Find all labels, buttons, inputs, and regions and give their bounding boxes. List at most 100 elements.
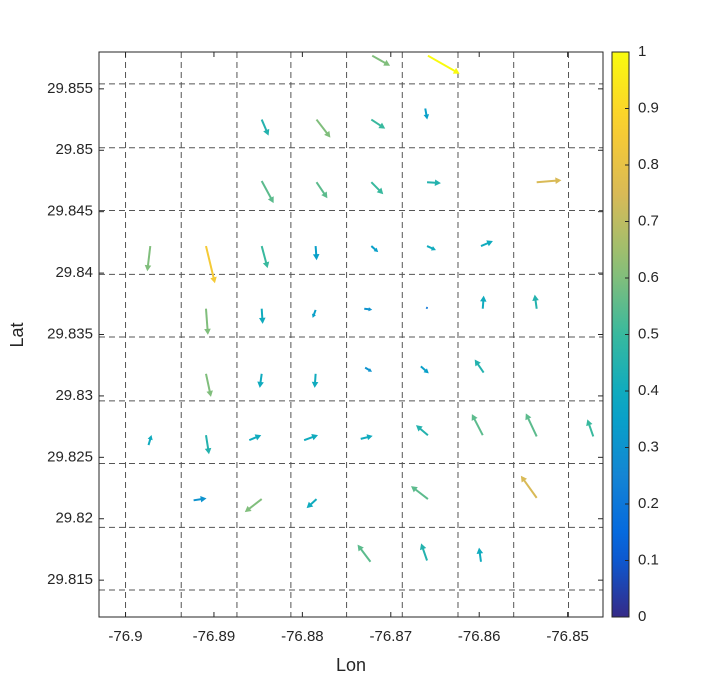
arrow [423, 108, 430, 120]
arrow-head [532, 294, 539, 301]
arrow-shaft [427, 54, 458, 73]
arrow [480, 240, 493, 247]
arrow [260, 180, 274, 204]
arrow-head [555, 177, 562, 184]
arrow-head [312, 253, 320, 261]
arrow-shaft [146, 245, 152, 268]
y-tick-label: 29.83 [55, 387, 93, 404]
arrow [315, 118, 331, 138]
arrow-head [415, 425, 423, 432]
colorbar-tick-label: 1 [638, 43, 646, 60]
x-tick-label: -76.85 [546, 628, 589, 645]
arrow [311, 373, 319, 388]
arrow-head [471, 414, 478, 421]
arrow [525, 413, 538, 437]
arrow-head [476, 547, 484, 554]
arrow-head [147, 434, 153, 441]
colorbar-tick-label: 0 [638, 608, 646, 625]
arrow-head [324, 130, 331, 138]
arrow-shaft [536, 179, 558, 184]
arrow [205, 245, 217, 284]
arrow-shaft [205, 435, 210, 451]
arrow-shaft [260, 245, 268, 265]
arrow-head [200, 496, 207, 503]
arrow-head [321, 191, 328, 199]
arrow [474, 359, 485, 374]
y-tick-label: 29.845 [47, 203, 93, 220]
arrow [532, 294, 539, 309]
y-tick-label: 29.84 [55, 264, 93, 281]
arrow [204, 435, 212, 455]
x-axis-label: Lon [336, 655, 366, 675]
arrow-shaft [413, 487, 429, 500]
arrow-head [383, 59, 391, 66]
arrow-head [144, 264, 152, 272]
arrow-head [204, 328, 211, 335]
x-tick-label: -76.87 [370, 628, 413, 645]
arrow-head [206, 390, 213, 397]
arrow [260, 245, 270, 269]
arrow [204, 308, 211, 335]
arrow-shaft [526, 416, 538, 437]
arrow-shaft [205, 373, 212, 394]
arrow-shaft [204, 308, 209, 332]
arrow-head [586, 419, 593, 427]
arrow-head [366, 434, 373, 441]
arrow-head [368, 307, 373, 312]
arrow [370, 245, 379, 253]
arrow [427, 54, 460, 74]
arrow [312, 245, 320, 261]
arrow [371, 54, 391, 66]
colorbar-tick-label: 0.8 [638, 156, 659, 173]
arrow [426, 179, 441, 187]
y-tick-label: 29.855 [47, 80, 93, 97]
arrow-shaft [522, 478, 538, 499]
arrow-shaft [315, 118, 329, 136]
arrow-head [258, 317, 266, 324]
arrow-head [311, 381, 319, 388]
arrow [520, 475, 538, 499]
arrow-shaft [421, 546, 428, 561]
arrow [476, 547, 484, 562]
arrow-head [204, 447, 212, 455]
arrow-shaft [358, 546, 372, 563]
colorbar-tick-label: 0.5 [638, 325, 659, 342]
arrow [420, 365, 429, 374]
arrow [193, 496, 207, 503]
arrow-head [411, 486, 418, 493]
arrow [244, 498, 263, 513]
arrow-head [520, 475, 528, 483]
arrow [471, 414, 484, 436]
plot-area [99, 52, 603, 617]
colorbar-tick-label: 0.3 [638, 438, 659, 455]
arrow [147, 434, 153, 446]
arrow [480, 295, 487, 309]
colorbar-tick-label: 0.4 [638, 382, 659, 399]
arrow-head [244, 505, 252, 513]
arrow [306, 498, 318, 509]
arrow [312, 309, 317, 318]
arrow [248, 434, 262, 442]
arrow-head [311, 434, 319, 441]
colorbar-tick-label: 0.2 [638, 495, 659, 512]
arrow-head [426, 307, 429, 309]
arrow [257, 373, 264, 388]
arrow-head [312, 313, 316, 318]
arrow [426, 245, 436, 251]
arrow [258, 308, 266, 324]
arrow [419, 543, 428, 561]
arrow-head [257, 381, 264, 388]
arrow [357, 544, 372, 563]
arrow-head [210, 276, 217, 284]
arrow-head [419, 543, 427, 551]
arrow-shaft [205, 245, 216, 281]
arrow-head [254, 434, 262, 441]
arrow [364, 366, 373, 372]
arrow-head [306, 501, 314, 509]
arrow [144, 245, 152, 272]
y-tick-label: 29.815 [47, 571, 93, 588]
arrow-head [357, 544, 364, 552]
arrow-head [423, 368, 429, 374]
arrow-head [367, 368, 373, 372]
